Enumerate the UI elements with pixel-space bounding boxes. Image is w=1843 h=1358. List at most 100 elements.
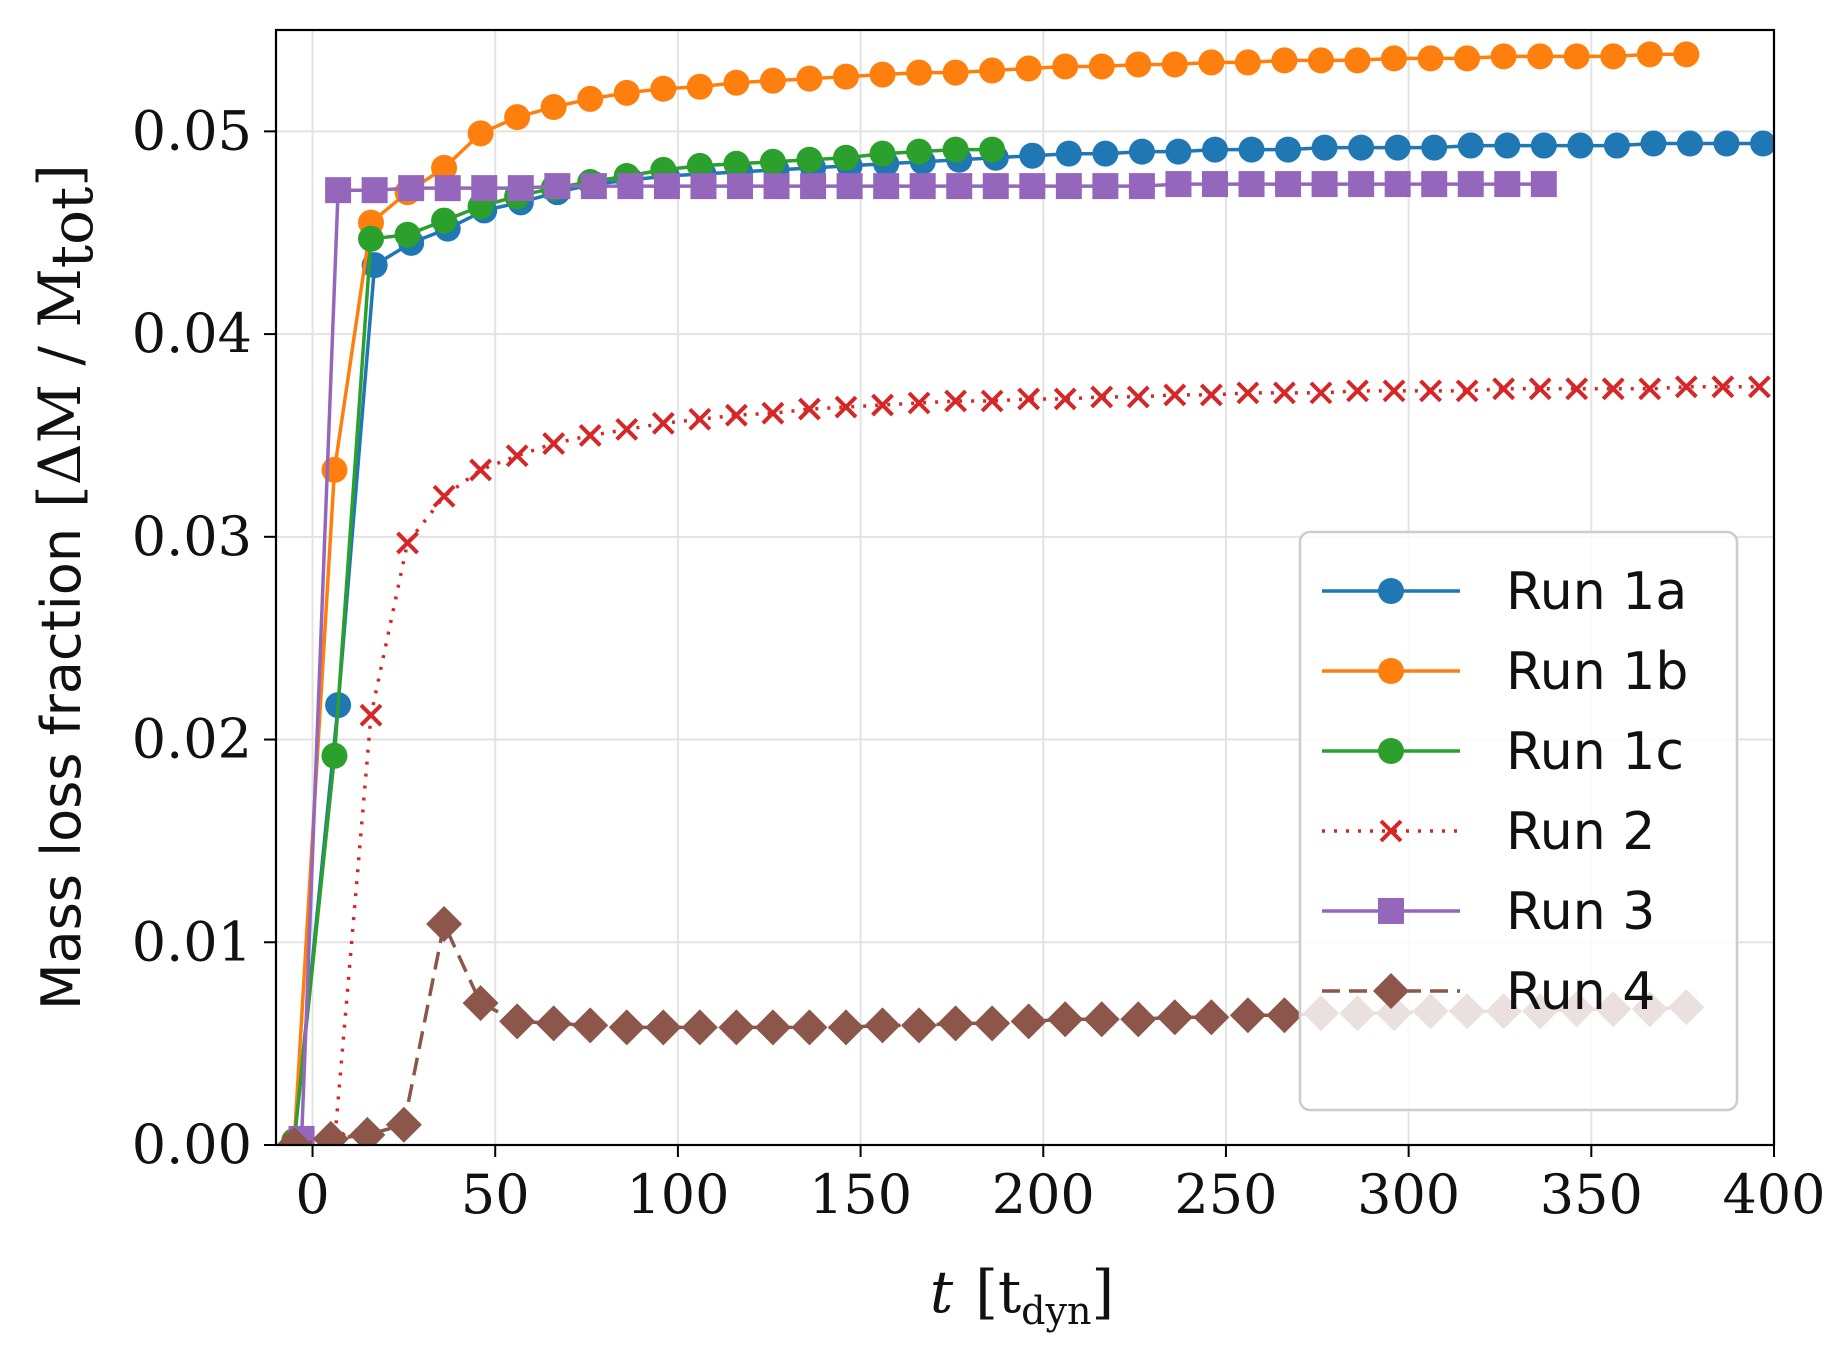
data-point — [617, 173, 644, 200]
data-point — [836, 173, 863, 200]
data-point — [434, 175, 461, 202]
data-point — [578, 424, 602, 447]
legend-marker — [1378, 658, 1404, 684]
data-point — [1603, 132, 1630, 159]
data-point — [1092, 140, 1119, 167]
data-point — [499, 1003, 536, 1040]
legend-marker — [1378, 898, 1404, 924]
x-axis-label: t [tdyn] — [930, 1258, 1114, 1333]
data-point — [613, 79, 640, 106]
data-point — [1201, 171, 1228, 198]
data-point — [1128, 138, 1155, 165]
data-point — [651, 411, 675, 435]
legend-marker — [1379, 819, 1403, 843]
data-point — [1090, 385, 1114, 409]
data-point — [1530, 171, 1557, 198]
data-point — [1161, 51, 1188, 78]
data-point — [398, 175, 425, 202]
y-tick-label: 0.02 — [132, 708, 252, 771]
legend-item-run-1a: Run 1a — [1322, 562, 1687, 622]
y-tick-label: 0.01 — [132, 910, 252, 973]
data-point — [1713, 130, 1740, 157]
data-point — [718, 1009, 755, 1046]
data-point — [834, 395, 858, 419]
data-point — [759, 67, 786, 94]
data-point — [615, 417, 639, 441]
data-point — [1163, 383, 1187, 407]
legend-item-run-2: Run 2 — [1322, 802, 1655, 862]
data-point — [1165, 138, 1192, 165]
data-point — [873, 173, 900, 200]
x-tick-label: 50 — [461, 1163, 530, 1226]
data-point — [796, 65, 823, 92]
data-point — [359, 703, 383, 727]
data-point — [349, 1116, 386, 1145]
y-tick-label: 0.04 — [132, 302, 252, 365]
data-point — [1311, 134, 1338, 161]
data-point — [1348, 171, 1375, 198]
data-point — [432, 484, 456, 508]
series-run-3 — [288, 171, 1557, 1145]
data-point — [1601, 377, 1625, 401]
data-point — [505, 444, 529, 468]
data-point — [1234, 49, 1261, 76]
data-point — [1348, 134, 1375, 161]
data-point — [1417, 45, 1444, 72]
x-tick-label: 300 — [1357, 1163, 1460, 1226]
data-point — [869, 61, 896, 88]
data-point — [276, 1127, 313, 1145]
x-tick-label: 250 — [1174, 1163, 1277, 1226]
data-point — [871, 393, 894, 417]
data-point — [686, 73, 713, 100]
data-point — [1238, 136, 1265, 163]
data-point — [1492, 377, 1516, 401]
data-point — [944, 389, 967, 413]
data-point — [1201, 136, 1228, 163]
data-point — [1198, 49, 1225, 76]
data-point — [542, 432, 566, 455]
data-point — [653, 173, 680, 200]
data-point — [1711, 375, 1735, 399]
data-point — [1238, 171, 1265, 198]
legend-label: Run 3 — [1506, 882, 1655, 942]
data-point — [1384, 171, 1411, 198]
y-tick-label: 0.05 — [132, 99, 252, 162]
data-point — [1236, 381, 1260, 405]
data-point — [361, 177, 388, 204]
data-point — [1126, 385, 1150, 409]
series-run-1b — [281, 41, 1700, 1145]
data-point — [321, 742, 348, 769]
data-point — [1528, 377, 1552, 401]
data-point — [504, 104, 531, 131]
legend-item-run-1c: Run 1c — [1322, 722, 1684, 782]
data-point — [864, 1007, 901, 1044]
data-point — [1382, 379, 1406, 403]
data-point — [1567, 132, 1594, 159]
data-point — [357, 225, 384, 252]
data-point — [1165, 171, 1192, 198]
data-point — [1494, 132, 1521, 159]
x-tick-label: 350 — [1540, 1163, 1643, 1226]
data-point — [1494, 171, 1521, 198]
data-point — [1344, 47, 1371, 74]
data-point — [1640, 130, 1667, 157]
legend: Run 1a Run 1b Run 1c Run 2 Run 3 Run 4 — [1298, 530, 1739, 1112]
data-point — [1346, 379, 1369, 403]
data-point — [759, 148, 786, 175]
legend-item-run-1b: Run 1b — [1322, 642, 1688, 702]
data-point — [1047, 1001, 1084, 1038]
data-point — [832, 63, 859, 90]
data-point — [1083, 1001, 1120, 1038]
data-point — [906, 138, 933, 165]
data-point — [980, 389, 1004, 413]
data-point — [426, 906, 463, 943]
data-point — [946, 173, 973, 200]
data-point — [827, 1009, 864, 1046]
data-point — [1275, 171, 1302, 198]
data-point — [1419, 379, 1442, 403]
legend-label: Run 2 — [1506, 802, 1655, 862]
data-point — [544, 173, 571, 200]
data-point — [608, 1009, 645, 1046]
data-point — [467, 120, 494, 147]
y-tick-label: 0.00 — [132, 1113, 252, 1176]
